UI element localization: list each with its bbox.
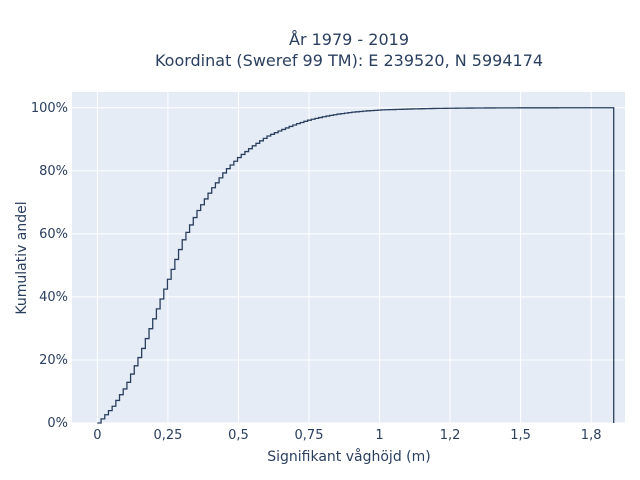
x-tick-label: 0,5 [228, 428, 249, 443]
y-tick-label: 20% [39, 353, 68, 368]
y-tick-label: 40% [39, 290, 68, 305]
y-tick-label: 60% [39, 227, 68, 242]
x-axis-ticks: 0 0,25 0,5 0,75 1 1,2 1,5 1,8 [93, 428, 601, 443]
x-tick-label: 0 [93, 428, 101, 443]
chart-title-line-1: År 1979 - 2019 [289, 30, 409, 49]
y-tick-label: 100% [31, 101, 68, 116]
y-tick-label: 80% [39, 164, 68, 179]
x-tick-label: 0,75 [295, 428, 324, 443]
cdf-step-line [97, 107, 615, 424]
x-axis-title: Signifikant våghöjd (m) [267, 448, 430, 465]
x-tick-label: 1,5 [510, 428, 531, 443]
plot-area [72, 92, 625, 423]
x-tick-label: 0,25 [153, 428, 182, 443]
y-axis-ticks: 0% 20% 40% 60% 80% 100% [31, 101, 68, 431]
chart-title-line-2: Koordinat (Sweref 99 TM): E 239520, N 59… [155, 51, 543, 70]
x-tick-label: 1,8 [581, 428, 602, 443]
chart-title: År 1979 - 2019 Koordinat (Sweref 99 TM):… [155, 30, 543, 70]
y-tick-label: 0% [47, 416, 68, 431]
x-tick-label: 1,2 [440, 428, 461, 443]
y-axis-title: Kumulativ andel [14, 201, 30, 314]
x-tick-label: 1 [375, 428, 383, 443]
